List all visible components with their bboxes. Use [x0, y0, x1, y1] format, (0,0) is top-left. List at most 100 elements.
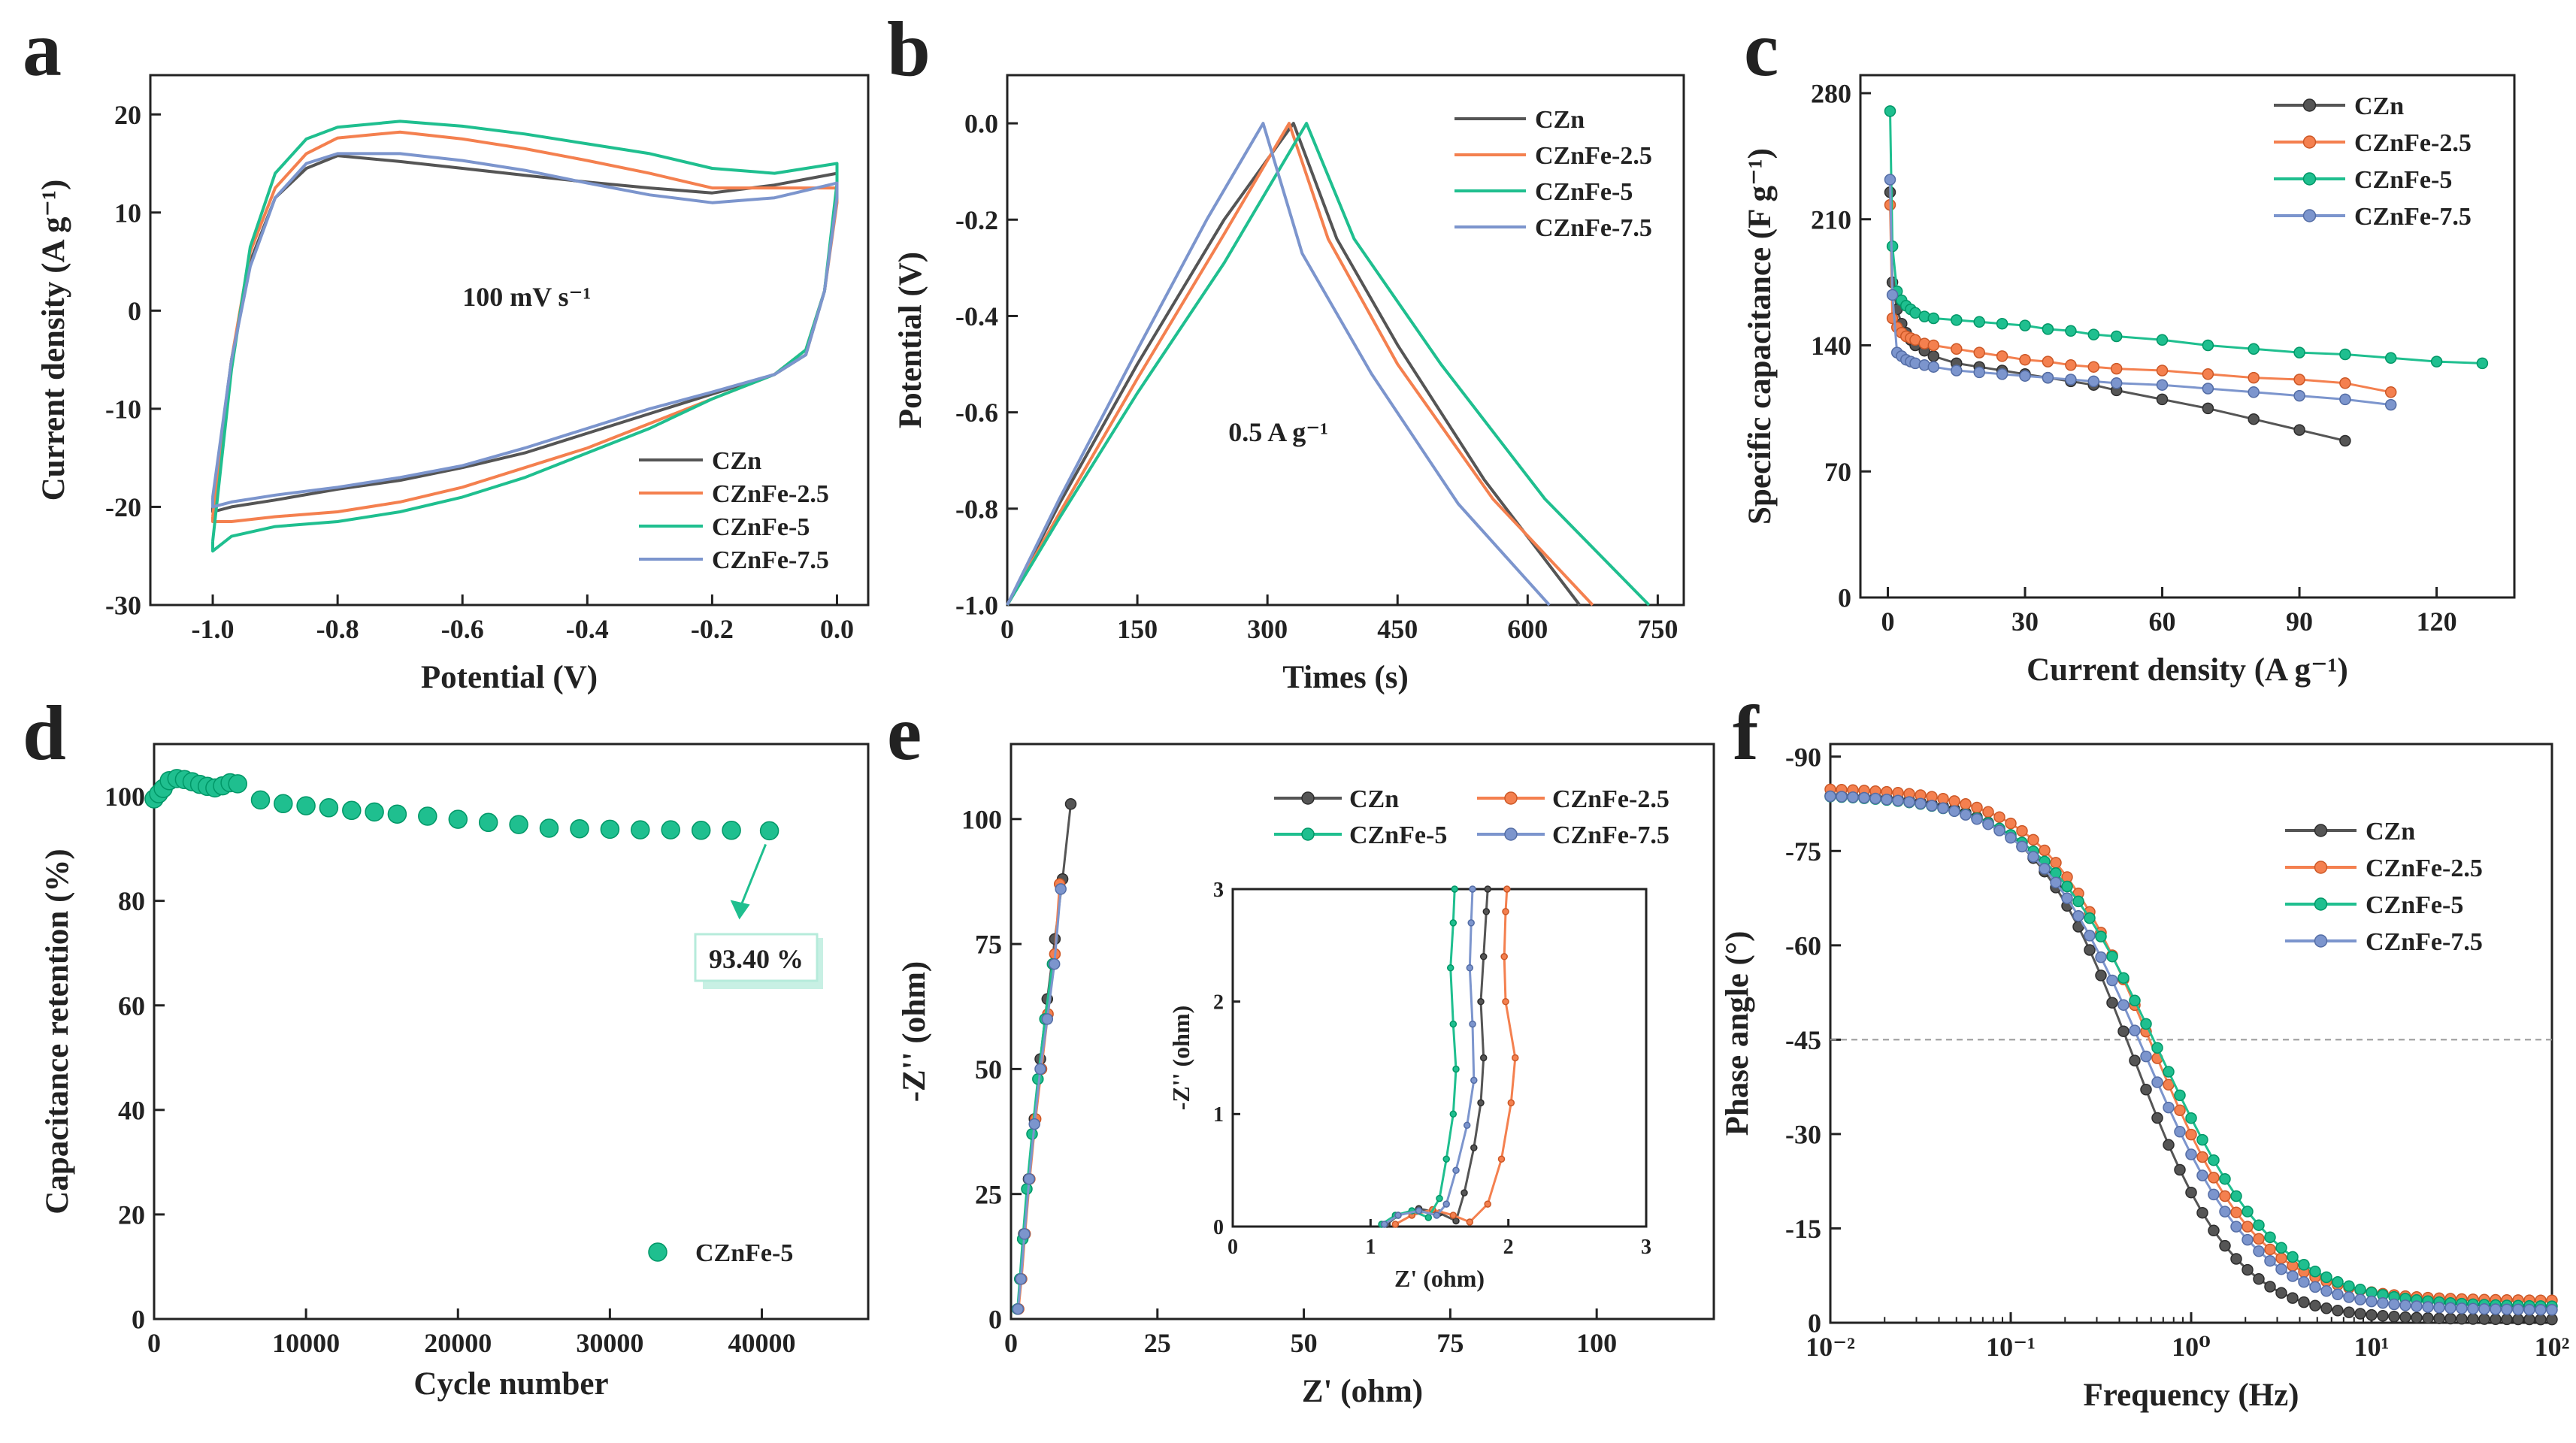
inset-point-CZnFe-5 — [1446, 964, 1454, 972]
bode-point-CZnFe-5 — [2343, 1280, 2355, 1293]
x-tick-label: 10² — [2535, 1332, 2570, 1362]
bode-point-CZn — [2444, 1312, 2456, 1325]
y-tick-label: -20 — [105, 492, 141, 522]
rate-point-CZnFe-5 — [1996, 317, 2008, 330]
panel-label-a: a — [23, 6, 62, 92]
bode-point-CZnFe-5 — [2332, 1276, 2344, 1288]
panel-label-c: c — [1744, 6, 1778, 92]
retention-point — [661, 820, 680, 839]
bode-point-CZnFe-7.5 — [2050, 876, 2062, 888]
bode-point-CZnFe-5 — [2196, 1133, 2208, 1146]
inset-point-CZnFe-2.5 — [1502, 997, 1509, 1006]
bode-point-CZn — [2377, 1310, 2389, 1322]
legend-label: CZnFe-5 — [1535, 178, 1633, 206]
legend-marker — [1504, 791, 1518, 805]
inset-point-CZnFe-2.5 — [1484, 1200, 1491, 1208]
inset-point-CZn — [1482, 908, 1491, 915]
rate-point-CZnFe-5 — [1951, 314, 1963, 326]
bode-point-CZn — [2140, 1084, 2152, 1096]
rate-point-CZnFe-7.5 — [1927, 361, 1940, 373]
bode-point-CZnFe-7.5 — [2467, 1302, 2479, 1315]
inset-point-CZnFe-7.5 — [1433, 1212, 1441, 1219]
bode-point-CZnFe-7.5 — [1948, 805, 1960, 818]
plot-frame — [153, 743, 870, 1320]
inset-point-CZn — [1479, 953, 1488, 960]
bode-point-CZnFe-5 — [2084, 912, 2096, 924]
bode-point-CZnFe-7.5 — [1858, 791, 1870, 804]
rate-point-CZn — [2248, 413, 2260, 425]
x-tick-label: 450 — [1377, 614, 1418, 644]
rate-point-CZnFe-7.5 — [2384, 398, 2397, 411]
legend-d: CZnFe-5 — [648, 1239, 793, 1267]
rate-point-CZnFe-2.5 — [1973, 346, 1985, 358]
bode-point-CZnFe-7.5 — [2084, 930, 2096, 942]
y-tick-label: 3 — [1213, 879, 1224, 902]
rate-point-CZnFe-2.5 — [2202, 368, 2214, 380]
legend-e: CZn CZnFe-2.5 CZnFe-5 CZnFe-7.5 — [1274, 785, 1669, 849]
y-axis-title: Phase angle (°) — [1720, 931, 1755, 1136]
bode-point-CZnFe-2.5 — [2275, 1252, 2287, 1264]
legend-marker — [2314, 824, 2328, 837]
bode-point-CZnFe-7.5 — [1937, 802, 1949, 815]
retention-point — [722, 821, 741, 840]
legend-label: CZnFe-2.5 — [712, 480, 829, 508]
current-density-annotation: 0.5 A g⁻¹ — [1228, 417, 1328, 447]
legend-marker — [2302, 172, 2317, 186]
inset-point-CZn — [1484, 885, 1491, 893]
bode-point-CZnFe-5 — [2151, 1042, 2163, 1054]
legend-label: CZnFe-2.5 — [2354, 129, 2472, 157]
rate-point-CZnFe-7.5 — [2065, 374, 2077, 386]
bode-point-CZn — [2433, 1312, 2445, 1324]
rate-point-CZnFe-2.5 — [2110, 362, 2123, 375]
bode-point-CZnFe-7.5 — [2287, 1270, 2299, 1282]
rate-point-CZnFe-2.5 — [2156, 365, 2169, 377]
retention-point — [342, 800, 362, 821]
bode-point-CZnFe-7.5 — [2005, 832, 2017, 844]
rate-point-CZnFe-7.5 — [2339, 393, 2351, 406]
x-tick-label: -0.2 — [691, 614, 734, 644]
bode-point-CZn — [2467, 1313, 2479, 1325]
bode-point-CZn — [2546, 1313, 2558, 1326]
x-tick-label: 1 — [1365, 1236, 1376, 1259]
x-tick-label: 0 — [147, 1328, 161, 1358]
retention-point — [319, 798, 339, 818]
bode-point-CZnFe-7.5 — [2377, 1296, 2389, 1309]
bode-point-CZnFe-2.5 — [2050, 857, 2062, 869]
inset-point-CZnFe-2.5 — [1507, 1099, 1515, 1107]
gcd-curve-CZnFe-7.5 — [1006, 122, 1551, 607]
bode-point-CZnFe-2.5 — [2253, 1233, 2265, 1245]
bode-point-CZnFe-5 — [2230, 1190, 2242, 1202]
bode-point-CZnFe-7.5 — [2478, 1302, 2490, 1315]
bode-point-CZnFe-7.5 — [2332, 1288, 2344, 1301]
inset-point-CZnFe-7.5 — [1469, 885, 1476, 893]
y-tick-label: 0 — [1838, 583, 1851, 613]
panel-label-e: e — [887, 690, 922, 776]
bode-point-CZnFe-7.5 — [2151, 1076, 2163, 1088]
rate-point-CZnFe-7.5 — [2248, 386, 2260, 398]
retention-point — [631, 820, 650, 839]
bode-point-CZn — [2523, 1313, 2535, 1326]
x-tick-label: 40000 — [728, 1328, 796, 1358]
legend-marker — [2314, 897, 2328, 911]
bode-point-CZnFe-5 — [2309, 1266, 2321, 1278]
rate-point-CZnFe-5 — [1973, 316, 1985, 328]
rate-point-CZn — [2339, 434, 2351, 447]
inset-point-CZnFe-7.5 — [1463, 1121, 1471, 1130]
inset-point-CZnFe-2.5 — [1512, 1054, 1519, 1062]
x-tick-label: 60 — [2149, 607, 2176, 637]
bode-point-CZnFe-7.5 — [1982, 818, 1994, 830]
panel-label-f: f — [1733, 690, 1760, 776]
inset-point-CZnFe-7.5 — [1442, 1200, 1450, 1208]
bode-point-CZnFe-2.5 — [1982, 806, 1994, 818]
y-tick-label: 40 — [118, 1095, 145, 1125]
bode-point-CZnFe-7.5 — [1960, 809, 1972, 821]
annotation-arrow — [738, 843, 767, 911]
bode-point-CZn — [2366, 1308, 2378, 1321]
rate-point-CZnFe-7.5 — [1886, 289, 1899, 301]
inset-point-CZnFe-5 — [1449, 919, 1458, 927]
nyquist-point-CZnFe-7.5 — [1041, 1013, 1054, 1025]
panel-a: -1.0 -0.8 -0.6 -0.4 -0.2 0.0 -30 -20 -10 0 10 20 100… — [36, 74, 870, 695]
retention-point — [691, 821, 711, 840]
bode-point-CZnFe-5 — [2298, 1259, 2310, 1271]
bode-point-CZnFe-7.5 — [2298, 1276, 2310, 1288]
